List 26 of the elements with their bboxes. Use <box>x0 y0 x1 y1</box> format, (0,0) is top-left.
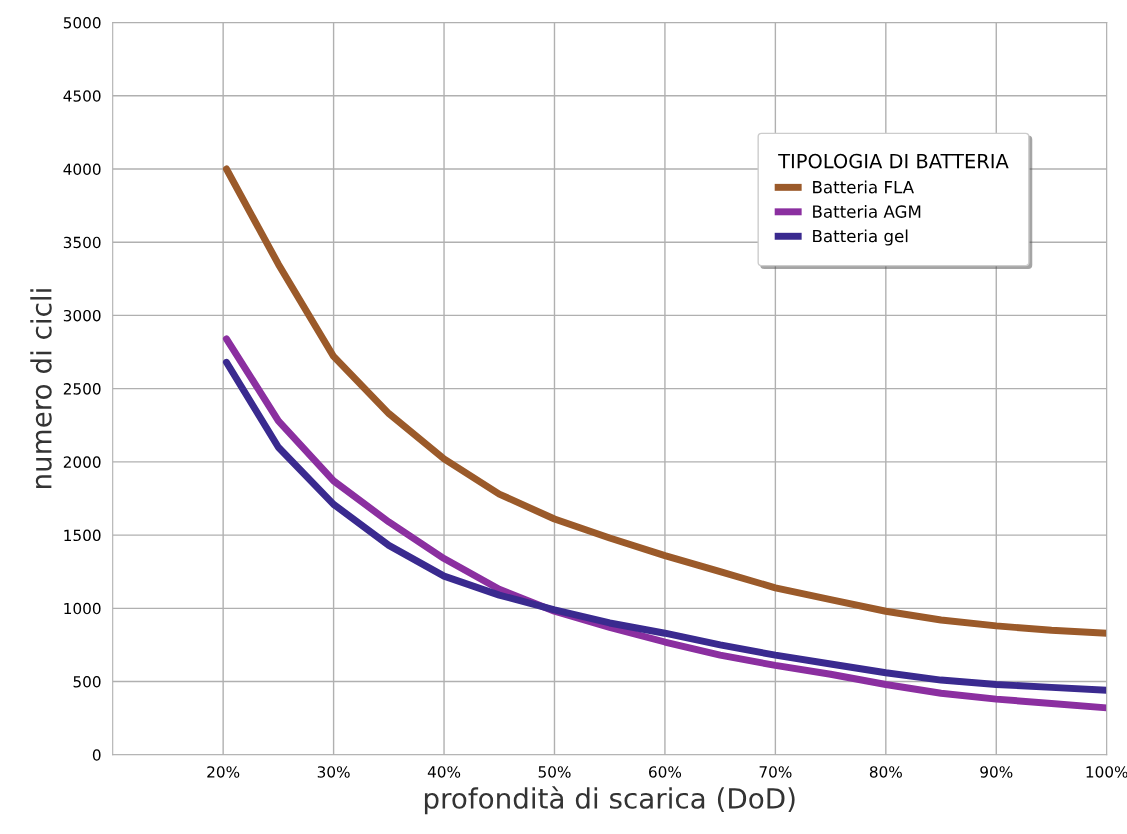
y-tick-label: 5000 <box>63 16 101 29</box>
legend-label: Batteria AGM <box>813 204 921 218</box>
y-tick-label: 4500 <box>63 90 101 102</box>
legend-label: Batteria FLA <box>813 180 914 194</box>
y-tick-label: 0 <box>92 749 101 761</box>
x-tick-label: 90% <box>980 766 1013 778</box>
y-tick-label: 3500 <box>63 236 101 249</box>
x-tick-label: 50% <box>538 766 571 778</box>
y-tick-label: 2000 <box>63 456 101 468</box>
x-tick-label: 100% <box>1086 766 1127 778</box>
y-tick-label: 1500 <box>64 529 101 542</box>
x-tick-label: 60% <box>649 766 682 778</box>
x-tick-label: 80% <box>869 766 902 778</box>
y-axis-title: numero di cicli <box>30 289 52 489</box>
y-tick-label: 4000 <box>63 163 101 175</box>
legend-title: TIPOLOGIA DI BATTERIA <box>778 153 1009 169</box>
x-tick-label: 30% <box>317 766 350 778</box>
y-tick-label: 1000 <box>64 602 101 615</box>
x-tick-label: 40% <box>427 766 461 778</box>
x-tick-label: 20% <box>207 766 240 778</box>
legend-label: Batteria gel <box>813 229 908 246</box>
y-tick-label: 500 <box>73 676 101 688</box>
x-tick-label: 70% <box>759 766 792 778</box>
y-tick-label: 3000 <box>63 309 101 322</box>
x-axis-title: profondità di scarica (DoD) <box>424 786 795 815</box>
y-tick-label: 2500 <box>63 383 101 395</box>
